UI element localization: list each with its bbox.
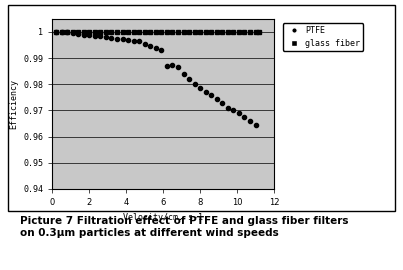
Y-axis label: Efficiency: Efficiency	[9, 79, 18, 129]
X-axis label: Velocity/cm. s-1: Velocity/cm. s-1	[123, 212, 203, 222]
Legend: PTFE, glass fiber: PTFE, glass fiber	[283, 23, 364, 51]
Text: Picture 7 Filtration effect of PTFE and glass fiber filters
on 0.3μm particles a: Picture 7 Filtration effect of PTFE and …	[20, 216, 349, 238]
